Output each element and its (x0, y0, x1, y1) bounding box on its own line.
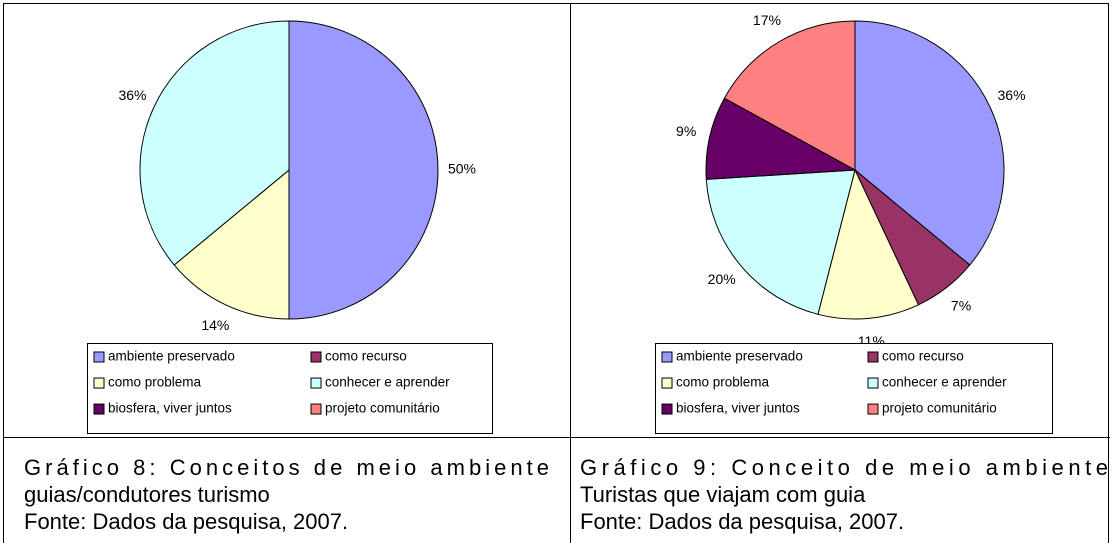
table-border (3, 3, 1109, 543)
legend-label: conhecer e aprender (325, 375, 450, 390)
caption-line: Fonte: Dados da pesquisa, 2007. (580, 509, 904, 534)
legend-swatch (867, 377, 879, 389)
legend-label: biosfera, viver juntos (108, 401, 232, 416)
pie-slice (705, 97, 857, 180)
legend-swatch (310, 351, 322, 363)
legend-swatch (661, 403, 673, 415)
slice-label: 7% (951, 297, 971, 313)
slice-label: 14% (201, 317, 229, 333)
legend-label: projeto comunitário (882, 401, 997, 416)
pie-slice (723, 20, 856, 171)
legend-label: ambiente preservado (108, 349, 235, 364)
legend-swatch (661, 351, 673, 363)
caption-line: Turistas que viajam com guia (580, 482, 866, 507)
legend-label: como recurso (325, 349, 407, 364)
pie-slice (288, 20, 439, 320)
legend-label: como problema (676, 375, 770, 390)
legend-swatch (93, 403, 105, 415)
legend-swatch (867, 351, 879, 363)
legend-label: biosfera, viver juntos (676, 401, 800, 416)
pie-slice (854, 20, 1005, 266)
legend-swatch (867, 403, 879, 415)
legend-swatch (310, 377, 322, 389)
pie-slice (139, 20, 290, 266)
legend-swatch (661, 377, 673, 389)
slice-label: 50% (448, 161, 476, 177)
legend-label: conhecer e aprender (882, 375, 1007, 390)
slice-label: 17% (753, 12, 781, 28)
pie-slice (173, 168, 290, 320)
legend-label: como problema (108, 375, 202, 390)
legend-swatch (93, 377, 105, 389)
legend-swatch (310, 403, 322, 415)
caption-line: Gráfico 8: Conceitos de meio ambiente (24, 455, 549, 480)
legend-label: como recurso (882, 349, 964, 364)
slice-label: 9% (676, 123, 696, 139)
slice-label: 20% (708, 271, 736, 287)
pie-slice (705, 169, 856, 315)
caption-line: Gráfico 9: Conceito de meio ambiente (580, 455, 1108, 480)
caption-line: guias/condutores turismo (24, 482, 270, 507)
legend-box (655, 343, 1053, 434)
legend-label: ambiente preservado (676, 349, 803, 364)
legend-box (87, 343, 493, 434)
slice-label: 36% (118, 87, 146, 103)
slice-label: 36% (998, 87, 1026, 103)
pie-slice (817, 168, 920, 320)
legend-swatch (93, 351, 105, 363)
legend-label: projeto comunitário (325, 401, 440, 416)
caption-line: Fonte: Dados da pesquisa, 2007. (24, 509, 348, 534)
